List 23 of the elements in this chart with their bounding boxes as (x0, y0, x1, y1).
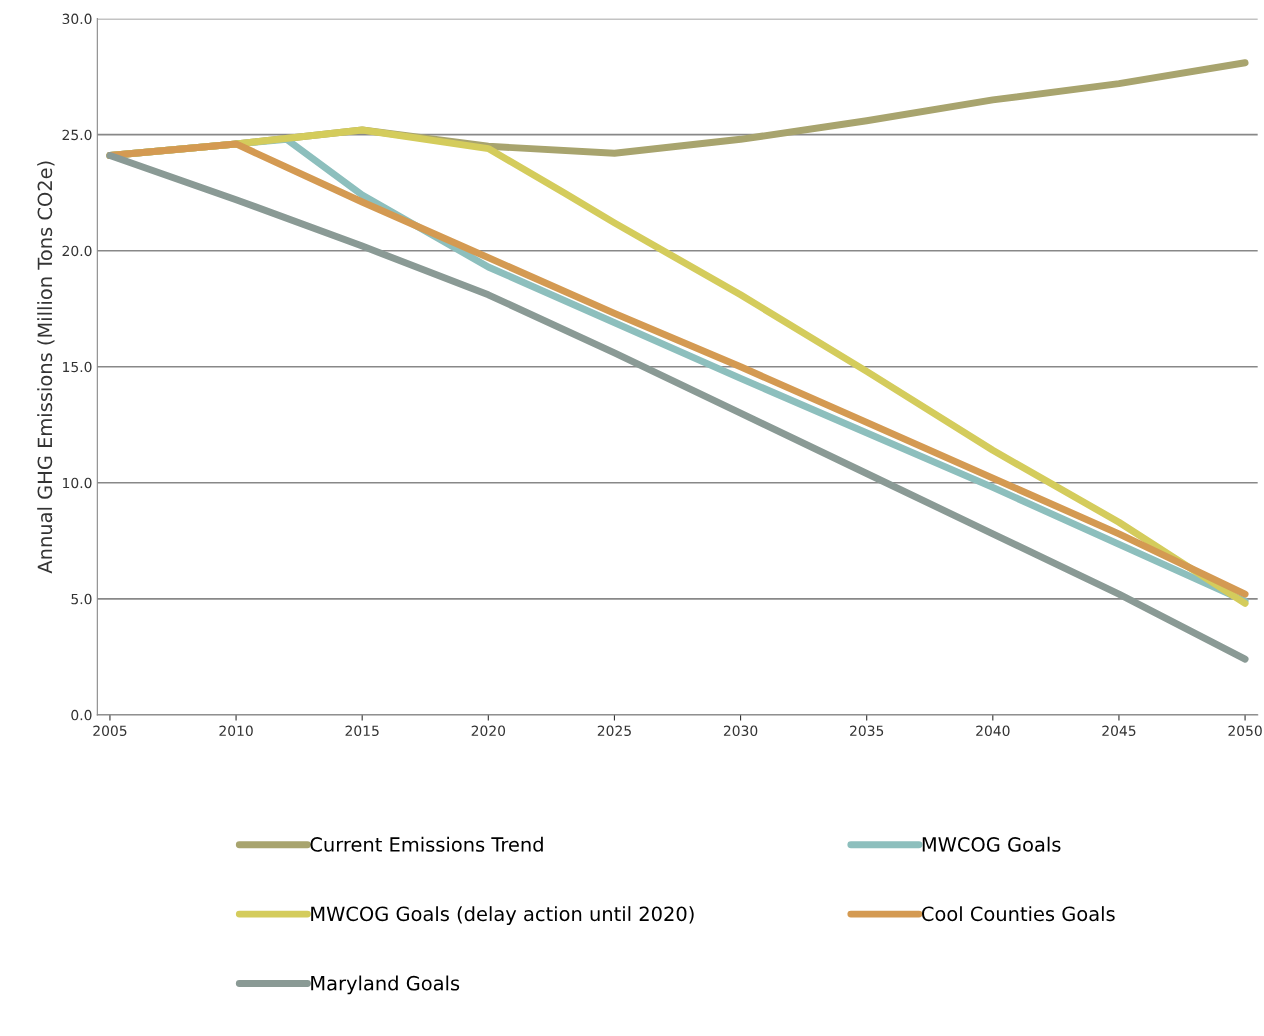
legend-label: MWCOG Goals (922, 836, 1061, 852)
x-tick-label: 2010 (219, 725, 253, 737)
x-tick-label: 2030 (723, 725, 758, 737)
x-tick-label: 2050 (1228, 725, 1262, 737)
x-tick-label: 2015 (345, 725, 379, 737)
legend-label: MWCOG Goals (delay action until 2020) (311, 906, 694, 925)
x-tick-label: 2025 (597, 725, 631, 737)
y-tick-label: 0.0 (71, 709, 92, 721)
legend-label: Current Emissions Trend (310, 836, 543, 852)
y-axis-title: Annual GHG Emissions (Million Tons CO2e) (37, 161, 55, 574)
legend-label: Maryland Goals (311, 975, 460, 995)
y-tick-label: 30.0 (62, 13, 92, 25)
y-tick-label: 5.0 (71, 593, 92, 605)
x-tick-label: 2045 (1102, 725, 1136, 737)
x-tick-label: 2005 (93, 725, 127, 737)
x-tick-label: 2035 (850, 725, 884, 737)
y-tick-label: 10.0 (63, 477, 92, 489)
legend-label: Cool Counties Goals (921, 906, 1115, 922)
y-tick-label: 15.0 (63, 361, 92, 373)
x-tick-label: 2040 (976, 725, 1010, 737)
x-tick-label: 2020 (471, 725, 506, 737)
y-tick-label: 20.0 (62, 245, 92, 257)
y-tick-label: 25.0 (62, 129, 92, 141)
